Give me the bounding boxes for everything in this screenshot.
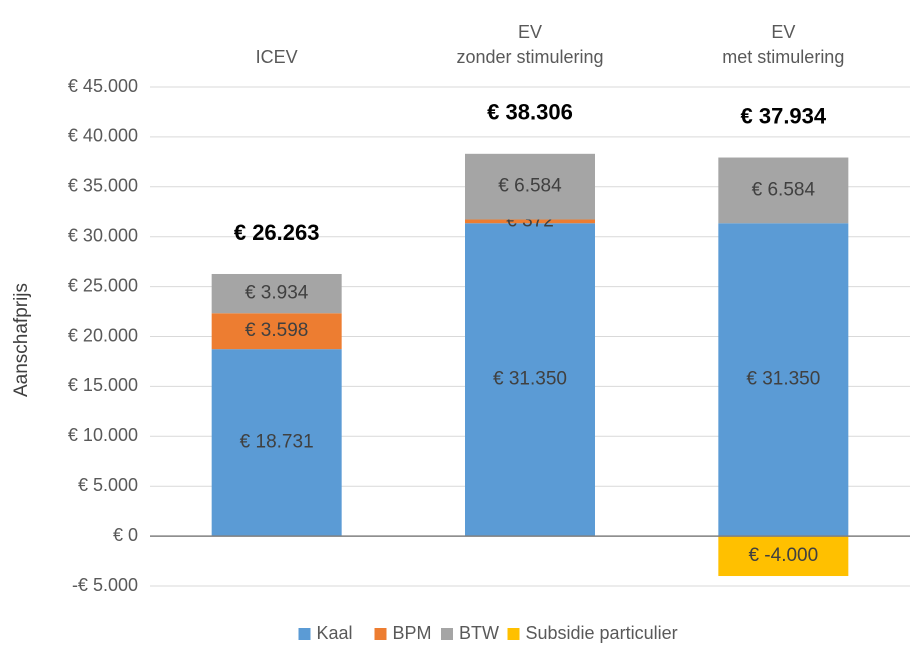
bar-segment: [718, 157, 849, 224]
bar-segment: [718, 536, 849, 577]
value-label: € 18.731: [240, 432, 314, 453]
value-label: € 6.584: [752, 179, 816, 200]
legend-label: BTW: [459, 623, 499, 643]
y-tick-label: -€ 5.000: [72, 575, 138, 595]
bar-segment: [718, 223, 849, 537]
value-label: € 3.934: [245, 283, 309, 304]
value-label: € 31.350: [746, 369, 820, 390]
bar-segment: [211, 273, 342, 314]
y-tick-label: € 0: [113, 525, 138, 545]
category-label: EV zonder stimulering: [456, 22, 604, 67]
y-tick-label: € 30.000: [68, 225, 138, 245]
legend-label: Kaal: [317, 623, 353, 643]
total-label: € 38.306: [487, 100, 573, 125]
y-axis-label: Aanschafprijs: [11, 283, 32, 397]
total-label: € 37.934: [741, 103, 827, 128]
value-label: € -4.000: [748, 545, 818, 566]
legend-swatch: [507, 628, 520, 640]
legend-swatch: [441, 628, 453, 640]
y-tick-label: € 45.000: [68, 76, 138, 96]
category-label: EV met stimulering: [722, 22, 845, 67]
legend-swatch: [298, 628, 311, 640]
y-tick-label: € 40.000: [68, 126, 138, 146]
legend-swatch: [374, 628, 387, 640]
legend-label: Subsidie particulier: [526, 623, 678, 643]
value-label: € 31.350: [493, 369, 567, 390]
y-tick-label: € 20.000: [68, 325, 138, 345]
y-tick-label: € 25.000: [68, 275, 138, 295]
y-tick-label: € 5.000: [78, 475, 138, 495]
bar-segment: [211, 349, 342, 537]
legend-label: BPM: [393, 623, 432, 643]
category-label: ICEV: [255, 47, 298, 67]
bar-segment: [465, 153, 595, 220]
y-tick-label: € 35.000: [68, 176, 138, 196]
y-tick-label: € 15.000: [68, 375, 138, 395]
value-label: € 3.598: [245, 320, 308, 341]
bar-segment: [465, 219, 595, 224]
bar-segment: [211, 313, 342, 350]
value-label: € 6.584: [498, 176, 562, 197]
bar-segment: [465, 223, 595, 537]
total-label: € 26.263: [234, 220, 320, 245]
y-tick-label: € 10.000: [68, 425, 138, 445]
